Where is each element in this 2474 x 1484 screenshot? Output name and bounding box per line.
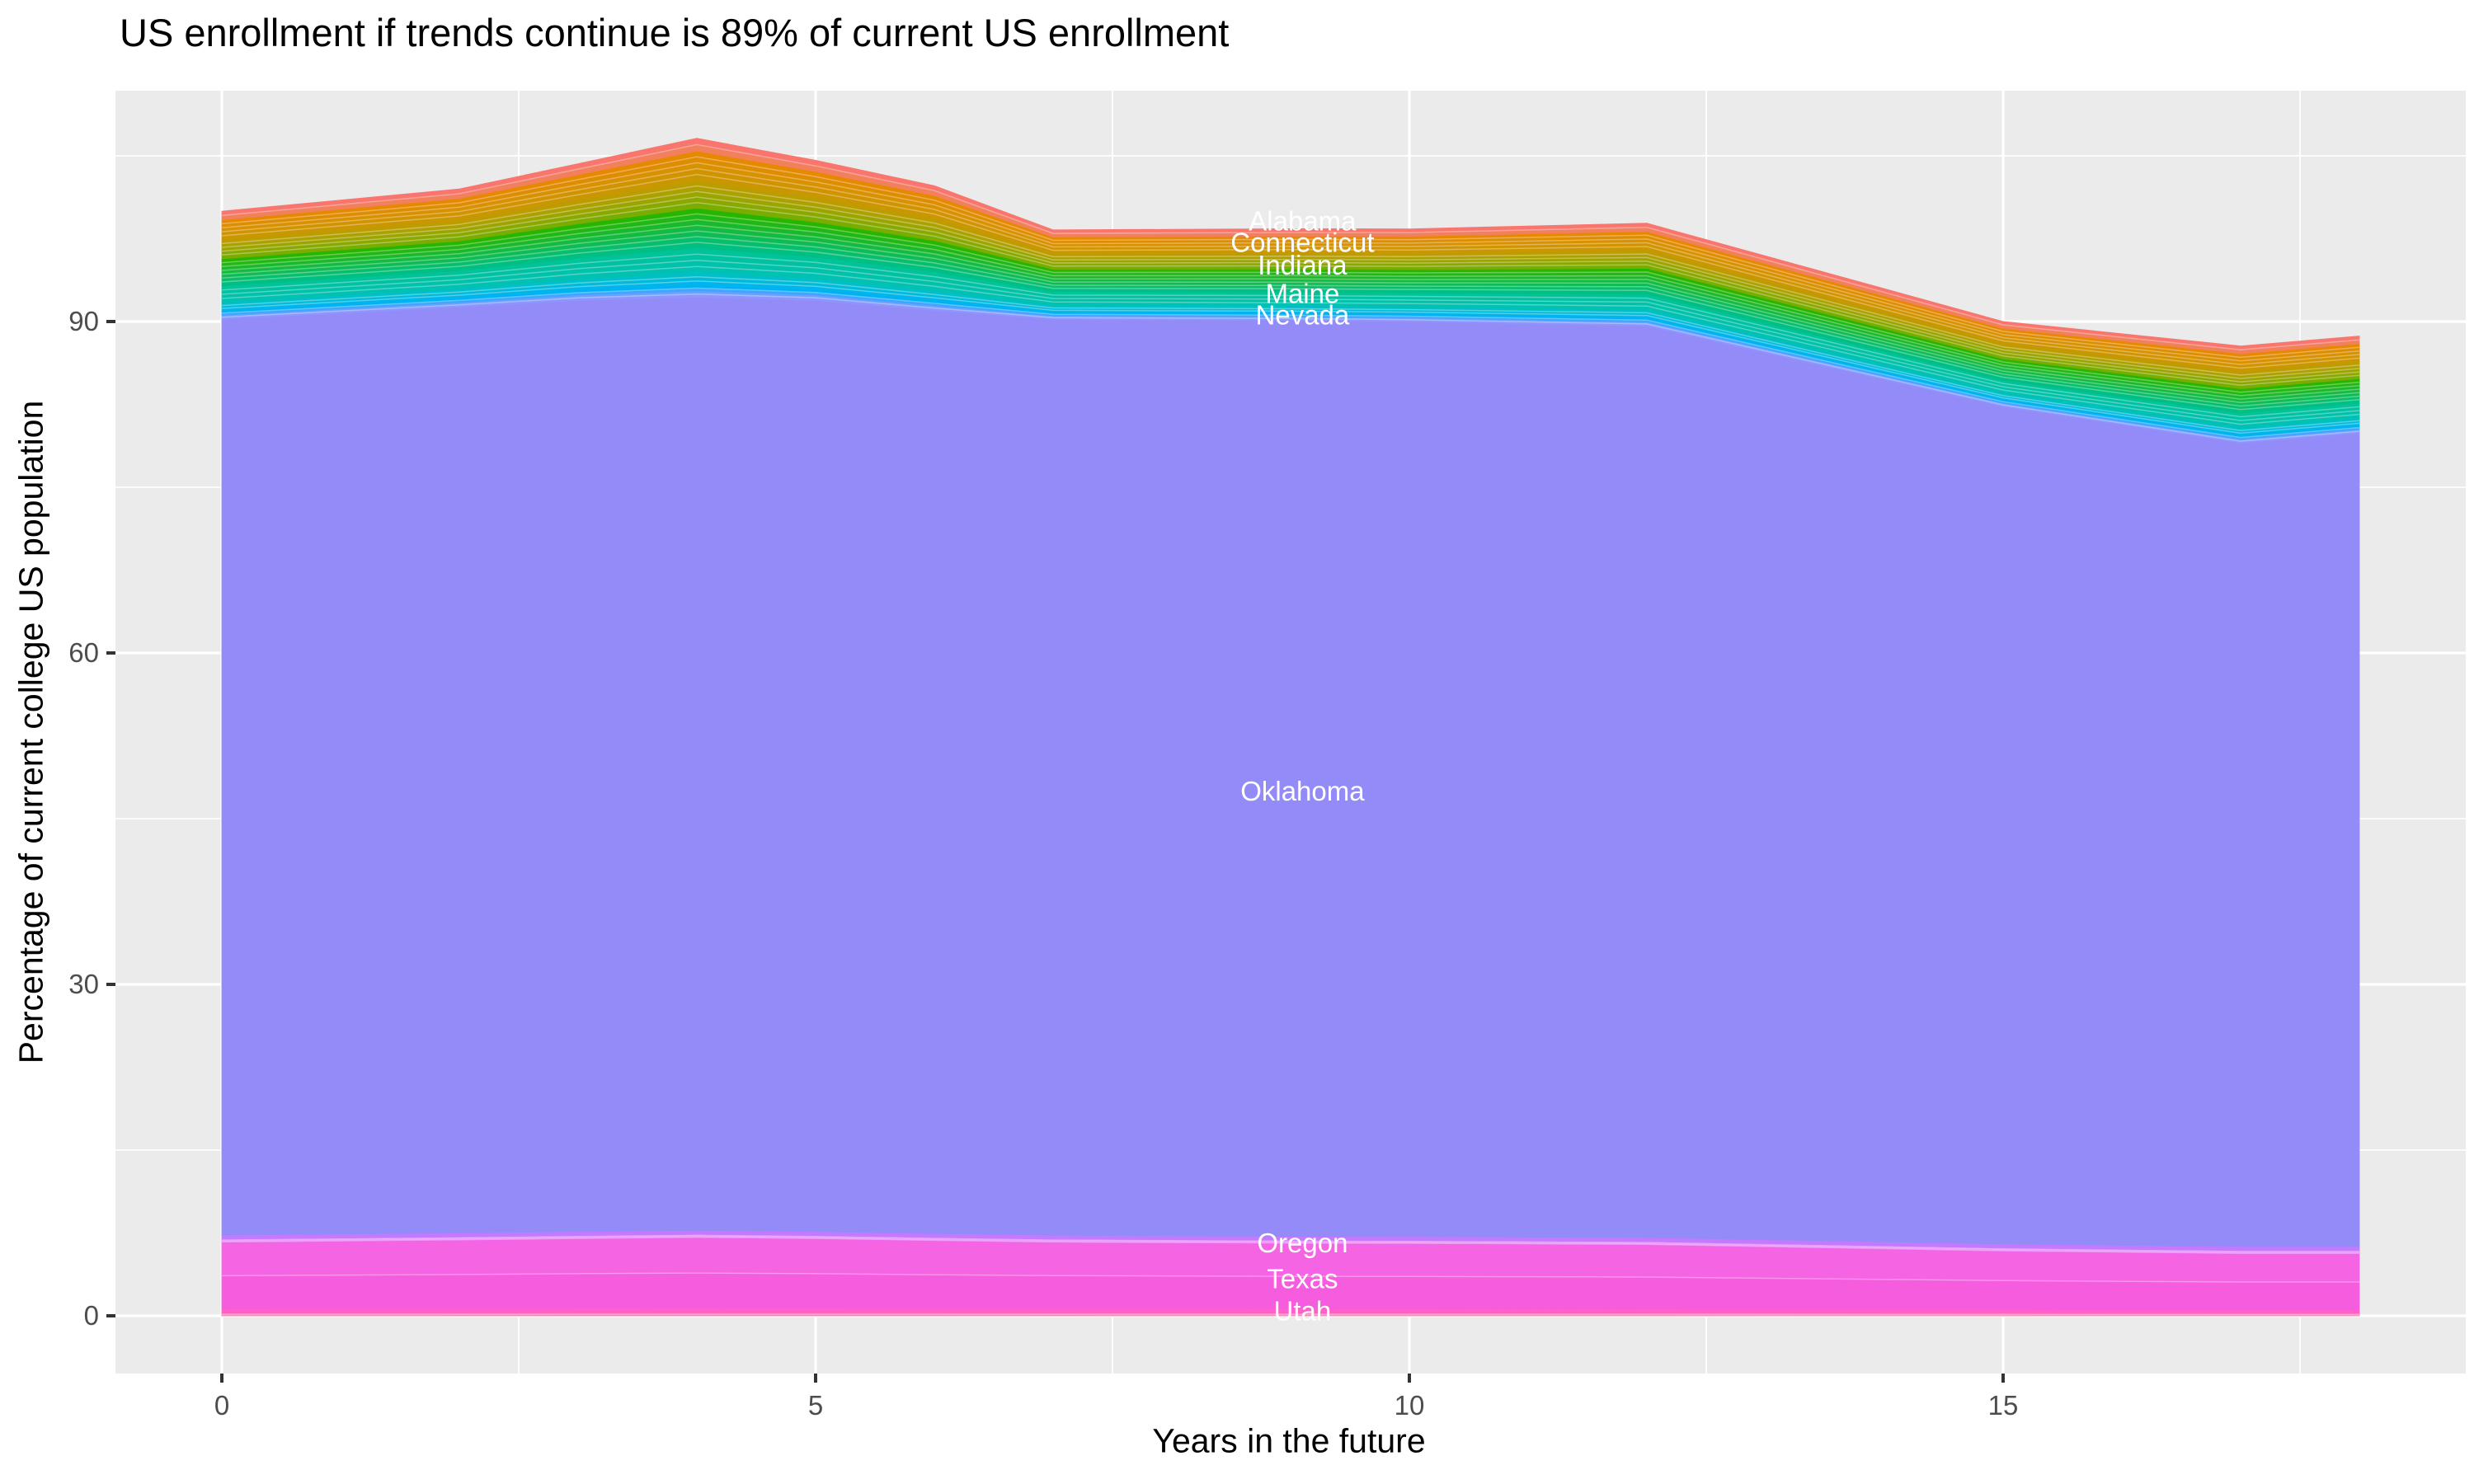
state-edge-line [221, 280, 2360, 434]
state-edge-line [221, 218, 2360, 397]
state-label-oregon: Oregon [1257, 1228, 1348, 1258]
state-label-oklahoma: Oklahoma [1240, 776, 1365, 806]
state-edge-line [221, 259, 2360, 421]
state-edge-line [221, 1272, 2359, 1283]
plot-panel: Alabama Connecticut Indiana Maine Nevada Okla… [115, 91, 2466, 1374]
area-band-alabama [221, 138, 2360, 350]
state-label-texas: Texas [1267, 1264, 1338, 1294]
state-edge-line [221, 196, 2360, 383]
state-edge-line [221, 162, 2360, 362]
state-edge-line [221, 190, 2360, 379]
x-tick-label: 10 [1394, 1390, 1425, 1421]
state-edge-line [221, 276, 2360, 432]
area-stack [221, 138, 2360, 1317]
state-edge-line [221, 242, 2360, 411]
state-label-maine: Maine [1265, 278, 1339, 308]
x-tick-mark [220, 1374, 223, 1383]
state-edge-line [221, 293, 2360, 442]
state-edge-line [221, 224, 2360, 400]
state-edge-line [221, 253, 2360, 418]
state-edge-line [221, 156, 2360, 359]
y-tick-mark [106, 320, 115, 323]
chart-title: US enrollment if trends continue is 89% … [120, 11, 1230, 54]
x-tick-label: 5 [807, 1390, 824, 1421]
state-label-connecticut: Connecticut [1230, 228, 1374, 258]
state-edge-line [221, 236, 2360, 407]
state-edge-line [221, 213, 2360, 393]
y-tick-mark [106, 651, 115, 655]
y-tick-label: 90 [68, 306, 99, 336]
state-label-nevada: Nevada [1256, 299, 1350, 330]
area-band-oklahoma [221, 297, 2360, 1247]
state-edge-line [221, 230, 2360, 404]
x-axis-title: Years in the future [1152, 1421, 1426, 1460]
y-axis-title: Percentage of current college US populat… [12, 400, 50, 1064]
y-tick-mark [106, 1314, 115, 1317]
state-edge-line [221, 173, 2360, 369]
state-label-alabama: Alabama [1249, 206, 1357, 237]
y-tick-label: 0 [83, 1300, 99, 1331]
x-tick-mark [2001, 1374, 2005, 1383]
state-edge-line [221, 287, 2360, 439]
state-edge-line [221, 202, 2360, 387]
state-edge-line [221, 265, 2360, 425]
state-edge-line [221, 143, 2360, 351]
x-tick-label: 15 [1987, 1390, 2019, 1421]
state-edge-line [221, 1234, 2359, 1252]
state-label-utah: Utah [1274, 1295, 1332, 1326]
state-edge-line [221, 1236, 2359, 1254]
state-edge-line [221, 1235, 2359, 1253]
y-tick-mark [106, 983, 115, 986]
state-edge-line [221, 185, 2360, 376]
y-tick-label: 60 [68, 637, 99, 668]
x-tick-mark [814, 1374, 817, 1383]
state-edge-line [221, 167, 2360, 365]
y-tick-label: 30 [68, 969, 99, 999]
x-tick-mark [1408, 1374, 1411, 1383]
x-tick-label: 0 [214, 1390, 230, 1421]
state-label-indiana: Indiana [1258, 250, 1348, 280]
